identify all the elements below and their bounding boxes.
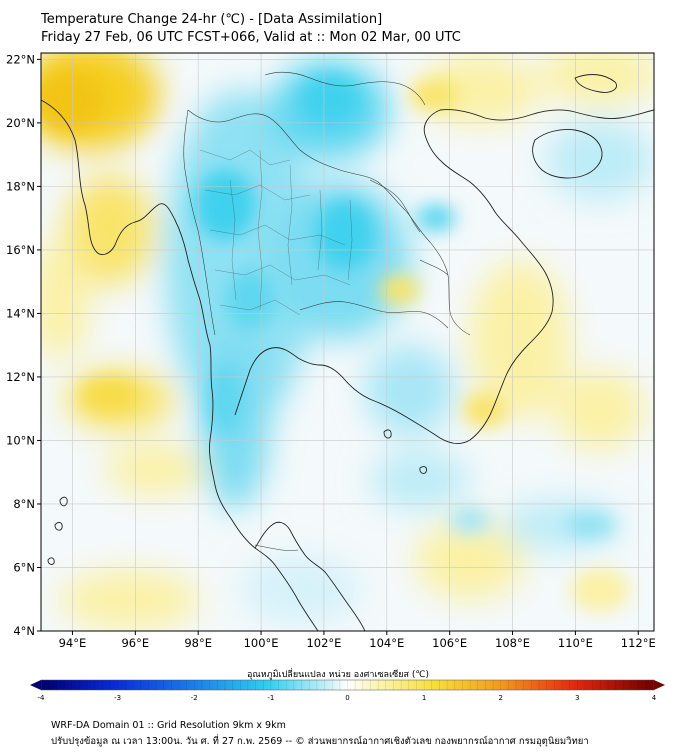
temperature-field-detail bbox=[41, 70, 630, 612]
thai-malaysia-border bbox=[254, 544, 299, 551]
lat-label: 4°N bbox=[13, 624, 35, 638]
latitude-axis: 22°N 20°N 18°N 16°N 14°N 12°N 10°N 8°N 6°N 4°N bbox=[6, 52, 41, 638]
lon-label: 102°E bbox=[306, 636, 341, 650]
map-title: Temperature Change 24-hr (℃) - [Data Ass… bbox=[41, 12, 383, 27]
lon-label: 100°E bbox=[244, 636, 279, 650]
gulf-islands bbox=[383, 429, 427, 474]
colorbar-tick-label: -2 bbox=[191, 694, 198, 700]
peninsula-east-coast bbox=[254, 521, 366, 631]
colorbar-tick-label: -1 bbox=[267, 694, 274, 700]
lon-label: 108°E bbox=[495, 636, 530, 650]
boundaries bbox=[183, 71, 471, 551]
temperature-field-broad bbox=[41, 53, 654, 630]
colorbar-tick-label: 2 bbox=[499, 694, 503, 700]
map-field bbox=[41, 53, 654, 631]
colorbar-tick-label: 3 bbox=[575, 694, 579, 700]
lat-label: 20°N bbox=[6, 116, 35, 130]
colorbar-tick-label: -3 bbox=[114, 694, 121, 700]
lon-label: 104°E bbox=[369, 636, 404, 650]
colorbar-tick-label: 4 bbox=[652, 694, 657, 700]
leizhou-shore bbox=[574, 74, 617, 93]
colorbar-tick-label: 0 bbox=[345, 694, 349, 700]
lon-label: 112°E bbox=[621, 636, 656, 650]
lon-label: 96°E bbox=[121, 636, 149, 650]
hainan-island bbox=[532, 129, 603, 179]
footer-credit: ปรับปรุงข้อมูล ณ เวลา 13:00น. วัน ศ. ที่… bbox=[51, 736, 589, 747]
colorbar-min-arrow bbox=[30, 680, 41, 690]
northern-border bbox=[264, 71, 426, 106]
lat-label: 22°N bbox=[6, 52, 35, 66]
south-china-coast bbox=[439, 109, 654, 121]
laos-vietnam-border bbox=[369, 179, 449, 276]
myanmar-thailand-border bbox=[183, 109, 216, 336]
colorbar-tick-label: 1 bbox=[422, 694, 426, 700]
lat-label: 10°N bbox=[6, 433, 35, 447]
map-subtitle: Friday 27 Feb, 06 UTC FCST+066, Valid at… bbox=[41, 30, 461, 45]
colorbar-segments bbox=[48, 680, 647, 690]
lon-label: 98°E bbox=[184, 636, 212, 650]
lat-label: 8°N bbox=[13, 497, 35, 511]
province-lines bbox=[199, 149, 353, 316]
lon-label: 110°E bbox=[558, 636, 593, 650]
thailand-cambodia-border bbox=[299, 301, 449, 329]
lat-label: 18°N bbox=[6, 179, 35, 193]
lat-label: 12°N bbox=[6, 370, 35, 384]
colorbar-title: อุณหภูมิเปลี่ยนแปลง หน่วย องศาเซลเซียส (… bbox=[246, 670, 430, 680]
lon-label: 106°E bbox=[432, 636, 467, 650]
longitude-axis: 94°E 96°E 98°E 100°E 102°E 104°E 106°E 108°E 110… bbox=[59, 631, 656, 650]
lat-label: 14°N bbox=[6, 306, 35, 320]
andaman-islands bbox=[47, 496, 68, 565]
temperature-change-map: 22°N 20°N 18°N 16°N 14°N 12°N 10°N 8°N 6°N 4°N 94… bbox=[6, 52, 665, 700]
colorbar-ticks: -4 -3 -2 -1 0 1 2 3 4 bbox=[38, 694, 657, 700]
coastlines bbox=[41, 74, 654, 631]
colorbar-tick-label: -4 bbox=[38, 694, 46, 700]
colorbar-max-arrow bbox=[654, 680, 665, 690]
lon-label: 94°E bbox=[59, 636, 87, 650]
gulf-and-vietnam-coast bbox=[234, 109, 554, 445]
lat-label: 6°N bbox=[13, 560, 35, 574]
graticule bbox=[41, 53, 654, 631]
thailand-laos-border bbox=[187, 109, 471, 336]
footer-model-info: WRF-DA Domain 01 :: Grid Resolution 9km … bbox=[51, 720, 286, 731]
lat-label: 16°N bbox=[6, 243, 35, 257]
map-frame bbox=[40, 52, 655, 632]
